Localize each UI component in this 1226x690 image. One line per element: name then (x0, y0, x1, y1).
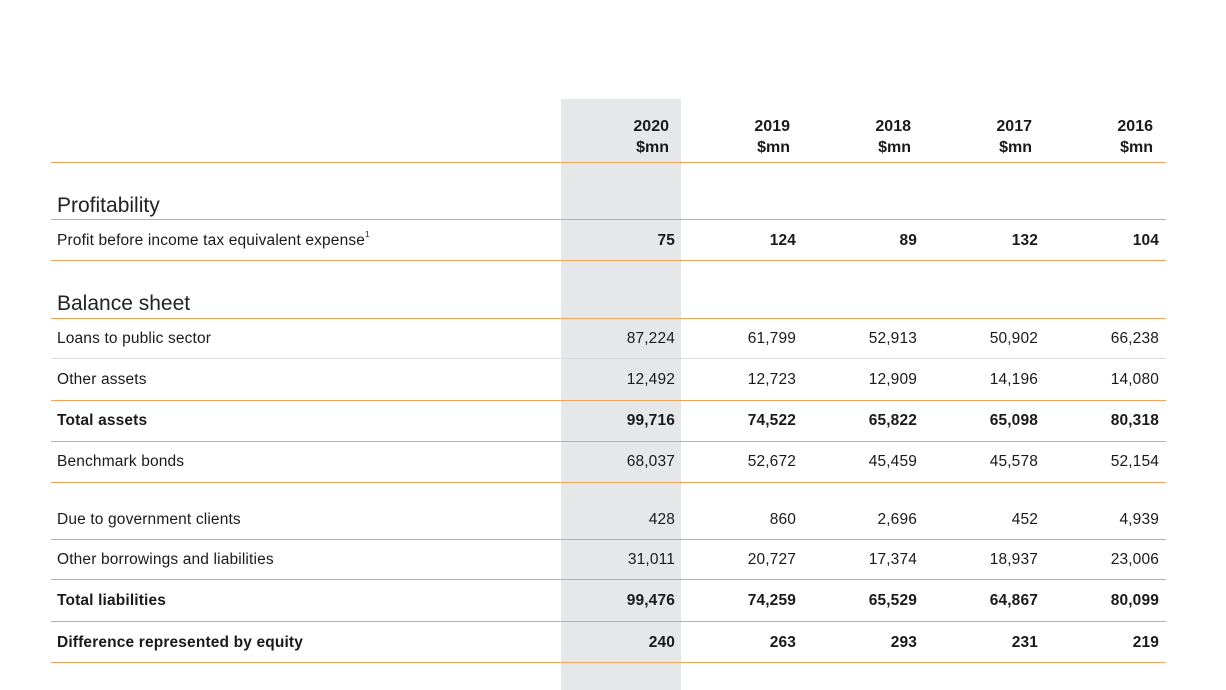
column-unit: $mn (878, 139, 911, 156)
row-rule (51, 539, 1166, 540)
value-2018: 52,913 (868, 330, 917, 347)
header-rule (51, 162, 1166, 163)
value-2019: 74,522 (747, 412, 796, 429)
column-unit: $mn (757, 139, 790, 156)
value-2017: 14,196 (989, 371, 1038, 388)
column-header-2020: 2020 $mn (549, 116, 669, 158)
value-2018: 2,696 (877, 511, 917, 528)
row-label: Other assets (57, 371, 147, 388)
value-2018: 89 (899, 232, 917, 249)
value-2016: 80,318 (1110, 412, 1159, 429)
value-2019: 124 (769, 232, 796, 249)
value-2016: 219 (1132, 634, 1159, 651)
column-unit: $mn (999, 139, 1032, 156)
profit-label-text: Profit before income tax equivalent expe… (57, 232, 366, 249)
row-label: Total liabilities (57, 592, 167, 609)
row-label: Profit before income tax equivalent expe… (57, 230, 370, 250)
value-2017: 65,098 (989, 412, 1038, 429)
row-rule (51, 621, 1166, 622)
value-2020: 99,716 (626, 412, 675, 429)
row-label: Benchmark bonds (57, 453, 185, 470)
value-2018: 293 (890, 634, 917, 651)
section-rule (51, 318, 1166, 319)
column-year: 2018 (875, 118, 911, 135)
value-2017: 18,937 (989, 551, 1038, 568)
value-2017: 50,902 (989, 330, 1038, 347)
value-2016: 66,238 (1110, 330, 1159, 347)
current-year-column-highlight (561, 99, 681, 690)
value-2020: 31,011 (627, 551, 675, 568)
value-2016: 14,080 (1110, 371, 1159, 388)
row-label: Difference represented by equity (57, 634, 303, 651)
value-2018: 65,529 (868, 592, 917, 609)
row-rule (51, 441, 1166, 442)
value-2018: 65,822 (868, 412, 917, 429)
row-label: Loans to public sector (57, 330, 212, 347)
column-header-2016: 2016 $mn (1033, 116, 1153, 158)
row-rule (51, 358, 1166, 359)
row-rule (51, 260, 1166, 261)
value-2017: 452 (1011, 511, 1038, 528)
value-2020: 99,476 (626, 592, 675, 609)
row-label: Due to government clients (57, 511, 241, 528)
section-title-profitability: Profitability (57, 194, 160, 217)
section-title-balance-sheet: Balance sheet (57, 292, 191, 315)
value-2019: 61,799 (747, 330, 796, 347)
value-2020: 68,037 (626, 453, 675, 470)
column-header-2019: 2019 $mn (670, 116, 790, 158)
value-2019: 12,723 (747, 371, 796, 388)
row-rule (51, 400, 1166, 401)
value-2019: 20,727 (747, 551, 796, 568)
value-2018: 17,374 (868, 551, 917, 568)
row-rule (51, 482, 1166, 483)
column-header-2018: 2018 $mn (791, 116, 911, 158)
row-label: Other borrowings and liabilities (57, 551, 274, 568)
value-2018: 45,459 (868, 453, 917, 470)
row-label: Total assets (57, 412, 148, 429)
column-year: 2019 (754, 118, 790, 135)
value-2018: 12,909 (868, 371, 917, 388)
value-2017: 45,578 (989, 453, 1038, 470)
value-2020: 428 (648, 511, 675, 528)
column-year: 2017 (996, 118, 1032, 135)
column-unit: $mn (1120, 139, 1153, 156)
value-2017: 64,867 (989, 592, 1038, 609)
value-2019: 74,259 (747, 592, 796, 609)
column-header-2017: 2017 $mn (912, 116, 1032, 158)
value-2016: 52,154 (1110, 453, 1159, 470)
column-year: 2020 (633, 118, 669, 135)
value-2016: 104 (1132, 232, 1159, 249)
section-rule (51, 219, 1166, 220)
value-2017: 231 (1011, 634, 1038, 651)
value-2016: 80,099 (1110, 592, 1159, 609)
row-rule (51, 579, 1166, 580)
value-2020: 75 (657, 232, 675, 249)
value-2019: 52,672 (747, 453, 796, 470)
value-2016: 4,939 (1119, 511, 1159, 528)
row-rule (51, 662, 1166, 663)
value-2017: 132 (1011, 232, 1038, 249)
value-2016: 23,006 (1110, 551, 1159, 568)
column-year: 2016 (1117, 118, 1153, 135)
value-2019: 263 (769, 634, 796, 651)
footnote-marker: 1 (365, 230, 370, 239)
value-2020: 12,492 (626, 371, 675, 388)
value-2020: 87,224 (626, 330, 675, 347)
value-2019: 860 (769, 511, 796, 528)
value-2020: 240 (648, 634, 675, 651)
column-unit: $mn (636, 139, 669, 156)
